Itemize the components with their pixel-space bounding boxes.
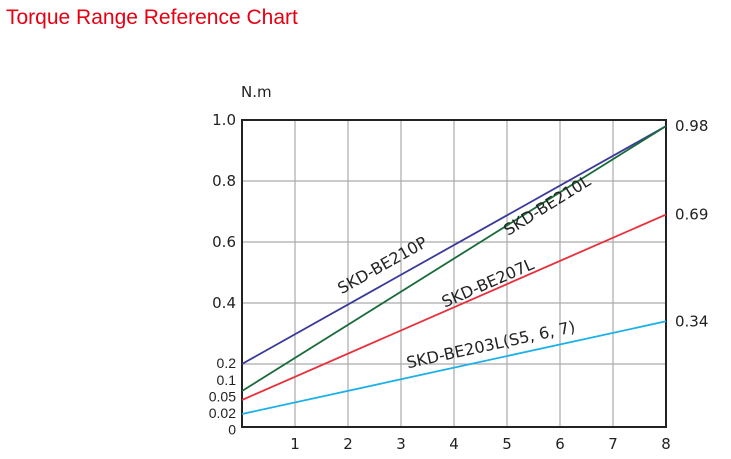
x-tick-label: 6 bbox=[555, 435, 565, 453]
end-value-label: 0.98 bbox=[675, 117, 708, 135]
y-tick-label: 0.1 bbox=[217, 372, 237, 388]
x-tick-label: 2 bbox=[343, 435, 353, 453]
x-tick-label: 3 bbox=[396, 435, 406, 453]
y-tick-label: 0.05 bbox=[209, 389, 236, 405]
y-tick-label: 0.4 bbox=[212, 294, 236, 312]
x-tick-label: 7 bbox=[608, 435, 618, 453]
y-tick-label: 0.2 bbox=[217, 355, 237, 371]
y-tick-label: 0.02 bbox=[209, 405, 236, 421]
y-tick-label: 0.8 bbox=[212, 172, 236, 190]
series-line bbox=[241, 213, 667, 401]
plot-frame bbox=[241, 119, 667, 428]
x-tick-label: 4 bbox=[449, 435, 459, 453]
chart-title: Torque Range Reference Chart bbox=[6, 6, 298, 29]
end-value-label: 0.34 bbox=[675, 312, 708, 330]
x-tick-label: 8 bbox=[661, 435, 671, 453]
y-tick-label: 0.6 bbox=[212, 233, 236, 251]
x-tick-label: 5 bbox=[502, 435, 512, 453]
y-axis-label: N.m bbox=[241, 83, 272, 101]
series-line bbox=[241, 320, 667, 415]
series-line bbox=[241, 125, 667, 365]
y-tick-label: 1.0 bbox=[212, 111, 236, 129]
x-tick-label: 1 bbox=[290, 435, 300, 453]
series-line bbox=[241, 125, 667, 392]
end-value-label: 0.69 bbox=[675, 206, 708, 224]
y-tick-label: 0 bbox=[228, 422, 236, 438]
